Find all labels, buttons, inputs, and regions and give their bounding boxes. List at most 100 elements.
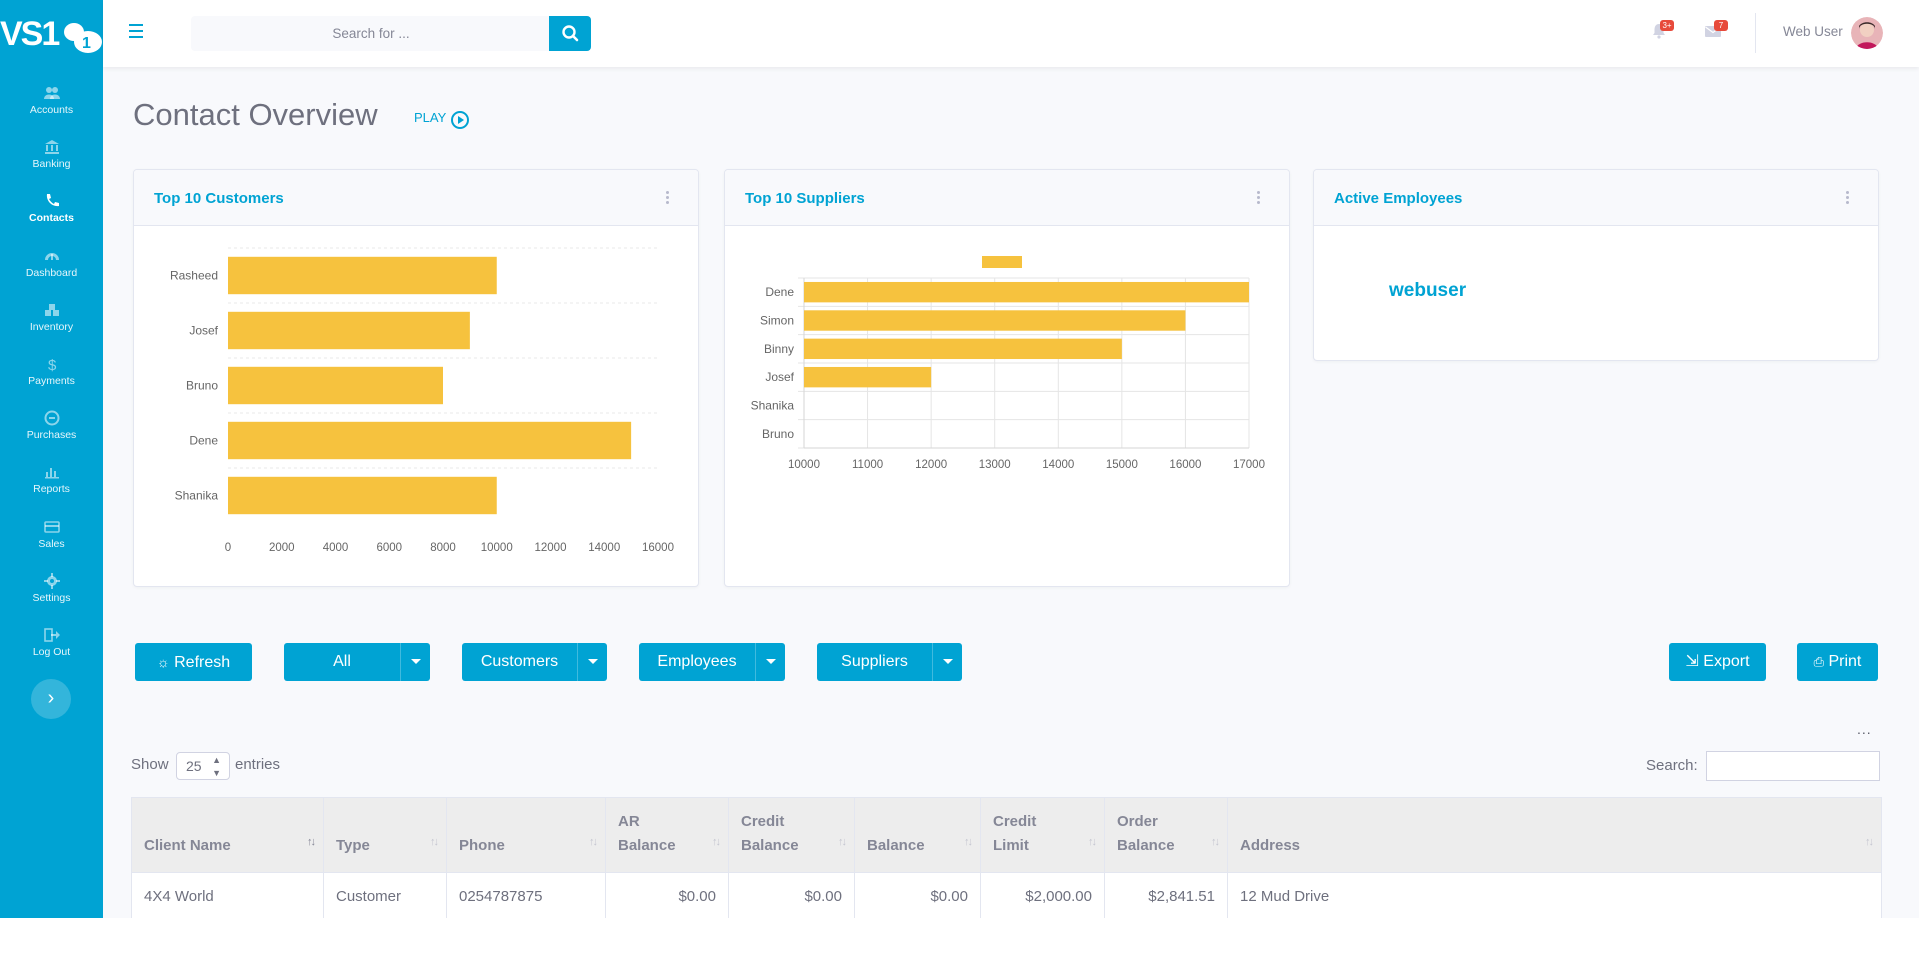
sidebar-item-settings[interactable]: Settings	[0, 567, 103, 621]
sidebar-item-log-out[interactable]: Log Out	[0, 621, 103, 675]
column-header[interactable]: Balance ↑↓	[854, 797, 981, 873]
employees-filter-label: Employees	[657, 653, 737, 670]
legend-swatch[interactable]	[982, 256, 1022, 268]
card-menu-icon[interactable]	[666, 191, 670, 207]
category-tick-label: Shanika	[751, 399, 795, 413]
category-tick-label: Dene	[189, 434, 218, 448]
sort-arrows-icon: ↑↓	[430, 836, 439, 848]
bar[interactable]	[228, 366, 443, 405]
employee-name-link[interactable]: webuser	[1389, 280, 1467, 301]
column-header[interactable]: Credit Limit ↑↓	[980, 797, 1105, 873]
entries-value: 25	[186, 758, 202, 774]
gear-icon	[43, 572, 60, 589]
sidebar-item-dashboard[interactable]: Dashboard	[0, 242, 103, 296]
table-cell: $0.00	[605, 872, 729, 918]
customers-bar-chart: Rasheed Josef Bruno Dene Shanika 0 2000 4000 600…	[170, 247, 674, 554]
chart-icon	[44, 468, 59, 479]
vs1-logo[interactable]: VS1 1	[0, 12, 103, 56]
suppliers-filter-label: Suppliers	[841, 653, 908, 670]
bar[interactable]	[804, 310, 1186, 331]
chevron-right-icon: ›	[47, 687, 55, 709]
table-search-input[interactable]	[1706, 751, 1880, 781]
user-name[interactable]: Web User	[1783, 24, 1843, 39]
app-window: VS1 1 Accounts Banking Contacts Dashboard In…	[0, 0, 1919, 918]
value-tick-label: 11000	[852, 459, 883, 471]
hamburger-menu-icon[interactable]	[127, 20, 147, 44]
sidebar-item-contacts[interactable]: Contacts	[0, 187, 103, 241]
column-header[interactable]: Order Balance ↑↓	[1104, 797, 1228, 873]
sidebar-item-label: Dashboard	[25, 266, 78, 279]
svg-text:$: $	[48, 357, 57, 372]
category-tick-label: Josef	[765, 370, 794, 384]
employees-filter-dropdown[interactable]: Employees	[639, 643, 785, 681]
messages-envelope[interactable]: 7	[1704, 20, 1728, 40]
boxes-icon	[44, 303, 59, 316]
phone-icon	[46, 194, 59, 207]
bar[interactable]	[228, 421, 632, 460]
logout-icon	[43, 628, 60, 642]
play-link[interactable]: PLAY	[414, 110, 447, 125]
bar[interactable]	[228, 476, 497, 515]
card-title: Top 10 Suppliers	[745, 190, 865, 207]
employee-avatar[interactable]	[1334, 265, 1380, 311]
column-header-label: Type	[336, 837, 370, 854]
bar[interactable]	[804, 281, 1249, 303]
all-filter-dropdown[interactable]: All	[284, 643, 430, 681]
sort-arrows-icon: ▲ ▼	[212, 755, 221, 778]
sidebar-item-reports[interactable]: Reports	[0, 458, 103, 512]
refresh-icon: ☼	[156, 654, 170, 670]
sidebar-item-inventory[interactable]: Inventory	[0, 296, 103, 350]
sidebar-item-sales[interactable]: Sales	[0, 513, 103, 567]
search-input[interactable]	[191, 16, 551, 51]
column-header[interactable]: Address ↑↓	[1227, 797, 1882, 873]
table-row[interactable]: 4X4 World Customer 0254787875 $0.00 $0.00 $0.…	[131, 872, 1882, 918]
column-header[interactable]: AR Balance ↑↓	[605, 797, 729, 873]
column-header[interactable]: Credit Balance ↑↓	[728, 797, 855, 873]
top-suppliers-card: Top 10 Suppliers Dene Simon Binny Josef Shan…	[724, 169, 1290, 587]
sidebar: VS1 1 Accounts Banking Contacts Dashboard In…	[0, 0, 103, 918]
column-header-label: Order Balance	[1117, 813, 1175, 854]
category-tick-label: Binny	[764, 342, 794, 356]
print-button[interactable]: ⎙ Print	[1797, 643, 1878, 681]
play-circle-icon[interactable]	[450, 110, 470, 130]
value-tick-label: 6000	[376, 542, 402, 554]
bar[interactable]	[228, 311, 470, 350]
export-button[interactable]: ⇲ Export	[1669, 643, 1766, 681]
suppliers-filter-dropdown[interactable]: Suppliers	[817, 643, 962, 681]
column-header-label: Balance	[867, 837, 925, 854]
bar[interactable]	[804, 366, 932, 388]
sidebar-collapse-button[interactable]: ›	[31, 679, 71, 719]
column-header[interactable]: Client Name ↑↓	[131, 797, 324, 873]
category-tick-label: Simon	[760, 314, 794, 328]
sidebar-item-payments[interactable]: $ Payments	[0, 350, 103, 404]
users-icon	[43, 87, 60, 99]
column-header[interactable]: Phone ↑↓	[446, 797, 606, 873]
gauge-icon	[44, 252, 59, 260]
value-tick-label: 13000	[979, 459, 1011, 471]
category-tick-label: Shanika	[175, 489, 219, 503]
bar[interactable]	[228, 256, 497, 295]
card-menu-icon[interactable]	[1257, 191, 1261, 207]
caret-down-icon[interactable]	[932, 643, 962, 681]
table-cell: $2,841.51	[1104, 872, 1228, 918]
table-more-options[interactable]: ...	[1857, 721, 1872, 737]
card-menu-icon[interactable]	[1846, 191, 1850, 207]
topbar: 3+ 7 Web User	[103, 0, 1919, 67]
value-tick-label: 14000	[1042, 459, 1074, 471]
card-header: Active Employees	[1314, 170, 1878, 226]
caret-down-icon[interactable]	[400, 643, 430, 681]
caret-down-icon[interactable]	[755, 643, 785, 681]
alerts-bell[interactable]: 3+	[1650, 20, 1674, 40]
refresh-button[interactable]: ☼ Refresh	[135, 643, 252, 681]
entries-per-page-select[interactable]: 25 ▲ ▼	[176, 752, 230, 780]
bar[interactable]	[804, 338, 1122, 360]
column-header[interactable]: Type ↑↓	[323, 797, 447, 873]
sidebar-item-purchases[interactable]: Purchases	[0, 404, 103, 458]
sidebar-item-banking[interactable]: Banking	[0, 133, 103, 187]
user-avatar[interactable]	[1851, 17, 1883, 49]
search-button[interactable]	[549, 16, 591, 51]
sort-arrows-icon: ↑↓	[1211, 836, 1220, 848]
sidebar-item-accounts[interactable]: Accounts	[0, 79, 103, 133]
customers-filter-dropdown[interactable]: Customers	[462, 643, 607, 681]
caret-down-icon[interactable]	[577, 643, 607, 681]
